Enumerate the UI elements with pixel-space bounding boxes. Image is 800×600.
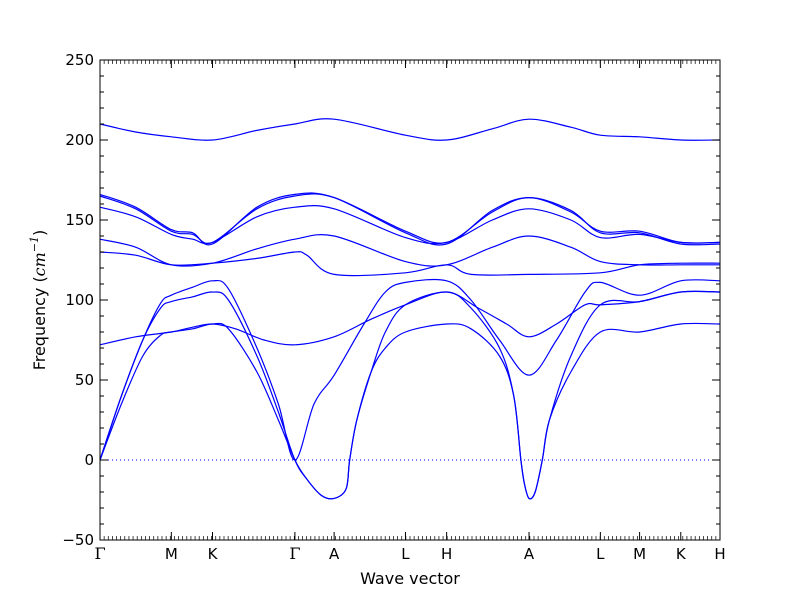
band-branch-2 <box>99 192 721 246</box>
y-axis-label-exponent: −1 <box>28 236 41 252</box>
band-branch-10 <box>99 322 721 500</box>
y-axis-label-close: ) <box>30 230 49 236</box>
x-axis-label: Wave vector <box>360 569 460 588</box>
y-axis-label-unit: cm <box>30 252 49 276</box>
band-branch-4 <box>99 205 721 245</box>
y-axis-label: Frequency (cm−1) <box>28 230 49 371</box>
x-tick-label: K <box>676 545 687 563</box>
band-branch-3 <box>99 193 721 244</box>
x-tick-label: H <box>441 545 452 563</box>
tick-labels-layer: −50 0 50 100 150 200 250 Γ M K Γ A L H A L M K H <box>62 51 725 563</box>
x-tick-label: L <box>596 545 605 563</box>
ticks-layer <box>99 59 721 541</box>
band-branch-6 <box>99 251 721 277</box>
band-branch-5 <box>99 234 720 267</box>
y-tick-label: 50 <box>75 371 94 389</box>
x-tick-label: H <box>714 545 725 563</box>
x-tick-label: A <box>524 545 535 563</box>
x-tick-label: L <box>401 545 410 563</box>
y-tick-label: 100 <box>65 291 94 309</box>
series-layer <box>99 118 721 500</box>
y-tick-label: 250 <box>65 51 94 69</box>
x-tick-label: A <box>329 545 340 563</box>
band-branch-9 <box>99 290 721 346</box>
y-tick-label: 150 <box>65 211 94 229</box>
x-tick-label: Γ <box>289 544 300 563</box>
band-branch-7 <box>99 278 721 461</box>
y-axis-label-text: Frequency ( <box>30 276 49 370</box>
x-tick-label: M <box>165 545 178 563</box>
x-tick-label: K <box>208 545 219 563</box>
x-tick-label: Γ <box>94 544 105 563</box>
y-tick-label: 200 <box>65 131 94 149</box>
y-tick-label: −50 <box>62 531 94 549</box>
y-tick-label: 0 <box>84 451 94 469</box>
band-branch-1 <box>99 118 721 141</box>
x-tick-label: M <box>633 545 646 563</box>
